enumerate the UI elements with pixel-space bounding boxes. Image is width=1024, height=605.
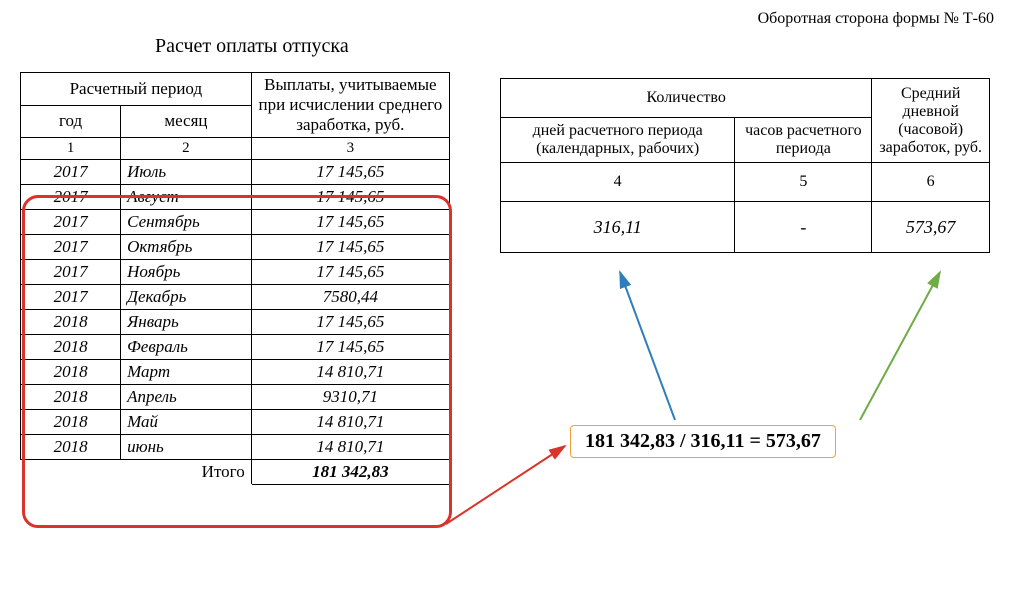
cell-val: 17 145,65 <box>251 210 449 235</box>
form-side-note: Оборотная сторона формы № Т-60 <box>758 10 994 28</box>
cell-month: Октябрь <box>121 235 252 260</box>
table-row: 2018июнь14 810,71 <box>21 435 450 460</box>
arrow-blue <box>620 272 675 420</box>
cell-month: Февраль <box>121 335 252 360</box>
hdr-year: год <box>21 105 121 138</box>
cell-year: 2017 <box>21 185 121 210</box>
val-avg: 573,67 <box>872 202 990 253</box>
table-row: 2018Апрель9310,71 <box>21 385 450 410</box>
colnum-1: 1 <box>21 138 121 160</box>
table-row: 2017Сентябрь17 145,65 <box>21 210 450 235</box>
cell-year: 2017 <box>21 235 121 260</box>
cell-year: 2017 <box>21 285 121 310</box>
cell-month: Апрель <box>121 385 252 410</box>
cell-year: 2018 <box>21 310 121 335</box>
cell-val: 14 810,71 <box>251 435 449 460</box>
payroll-period-table: Расчетный период Выплаты, учитываемые пр… <box>20 72 450 485</box>
cell-year: 2018 <box>21 410 121 435</box>
table-row: 2018Февраль17 145,65 <box>21 335 450 360</box>
colnum-4: 4 <box>501 163 735 202</box>
cell-month: Сентябрь <box>121 210 252 235</box>
table-row: 2018Май14 810,71 <box>21 410 450 435</box>
colnum-5: 5 <box>735 163 872 202</box>
cell-val: 14 810,71 <box>251 410 449 435</box>
colnum-6: 6 <box>872 163 990 202</box>
table-row: 2017Декабрь7580,44 <box>21 285 450 310</box>
colnum-3: 3 <box>251 138 449 160</box>
hdr-days: дней расчетного периода (календарных, ра… <box>501 118 735 163</box>
cell-month: Июль <box>121 160 252 185</box>
val-hours: - <box>735 202 872 253</box>
cell-month: Август <box>121 185 252 210</box>
hdr-month: месяц <box>121 105 252 138</box>
cell-month: Март <box>121 360 252 385</box>
table-row: 2017Ноябрь17 145,65 <box>21 260 450 285</box>
page-title: Расчет оплаты отпуска <box>155 35 349 58</box>
cell-val: 17 145,65 <box>251 310 449 335</box>
val-days: 316,11 <box>501 202 735 253</box>
hdr-quantity: Количество <box>501 79 872 118</box>
table-row: 2017Август17 145,65 <box>21 185 450 210</box>
table-row: 2017Июль17 145,65 <box>21 160 450 185</box>
cell-month: Декабрь <box>121 285 252 310</box>
table-row: 2018Январь17 145,65 <box>21 310 450 335</box>
arrow-green <box>860 272 940 420</box>
cell-year: 2017 <box>21 210 121 235</box>
cell-year: 2017 <box>21 260 121 285</box>
total-label: Итого <box>21 460 252 485</box>
cell-val: 17 145,65 <box>251 260 449 285</box>
arrow-red <box>446 446 565 524</box>
cell-month: июнь <box>121 435 252 460</box>
hdr-payments: Выплаты, учитываемые при исчислении сред… <box>251 73 449 138</box>
cell-year: 2018 <box>21 360 121 385</box>
cell-val: 9310,71 <box>251 385 449 410</box>
cell-val: 17 145,65 <box>251 235 449 260</box>
cell-year: 2018 <box>21 335 121 360</box>
cell-year: 2018 <box>21 385 121 410</box>
hdr-hours: часов расчетного периода <box>735 118 872 163</box>
cell-month: Май <box>121 410 252 435</box>
cell-year: 2018 <box>21 435 121 460</box>
hdr-period: Расчетный период <box>21 73 252 106</box>
formula-box: 181 342,83 / 316,11 = 573,67 <box>570 425 836 458</box>
cell-val: 7580,44 <box>251 285 449 310</box>
colnum-2: 2 <box>121 138 252 160</box>
cell-val: 17 145,65 <box>251 335 449 360</box>
cell-month: Январь <box>121 310 252 335</box>
cell-val: 17 145,65 <box>251 185 449 210</box>
cell-val: 17 145,65 <box>251 160 449 185</box>
table-row: 2018Март14 810,71 <box>21 360 450 385</box>
table-row: 2017Октябрь17 145,65 <box>21 235 450 260</box>
cell-year: 2017 <box>21 160 121 185</box>
cell-val: 14 810,71 <box>251 360 449 385</box>
cell-month: Ноябрь <box>121 260 252 285</box>
quantity-table: Количество Средний дневной (часовой) зар… <box>500 78 990 253</box>
hdr-avg: Средний дневной (часовой) заработок, руб… <box>872 79 990 163</box>
total-value: 181 342,83 <box>251 460 449 485</box>
